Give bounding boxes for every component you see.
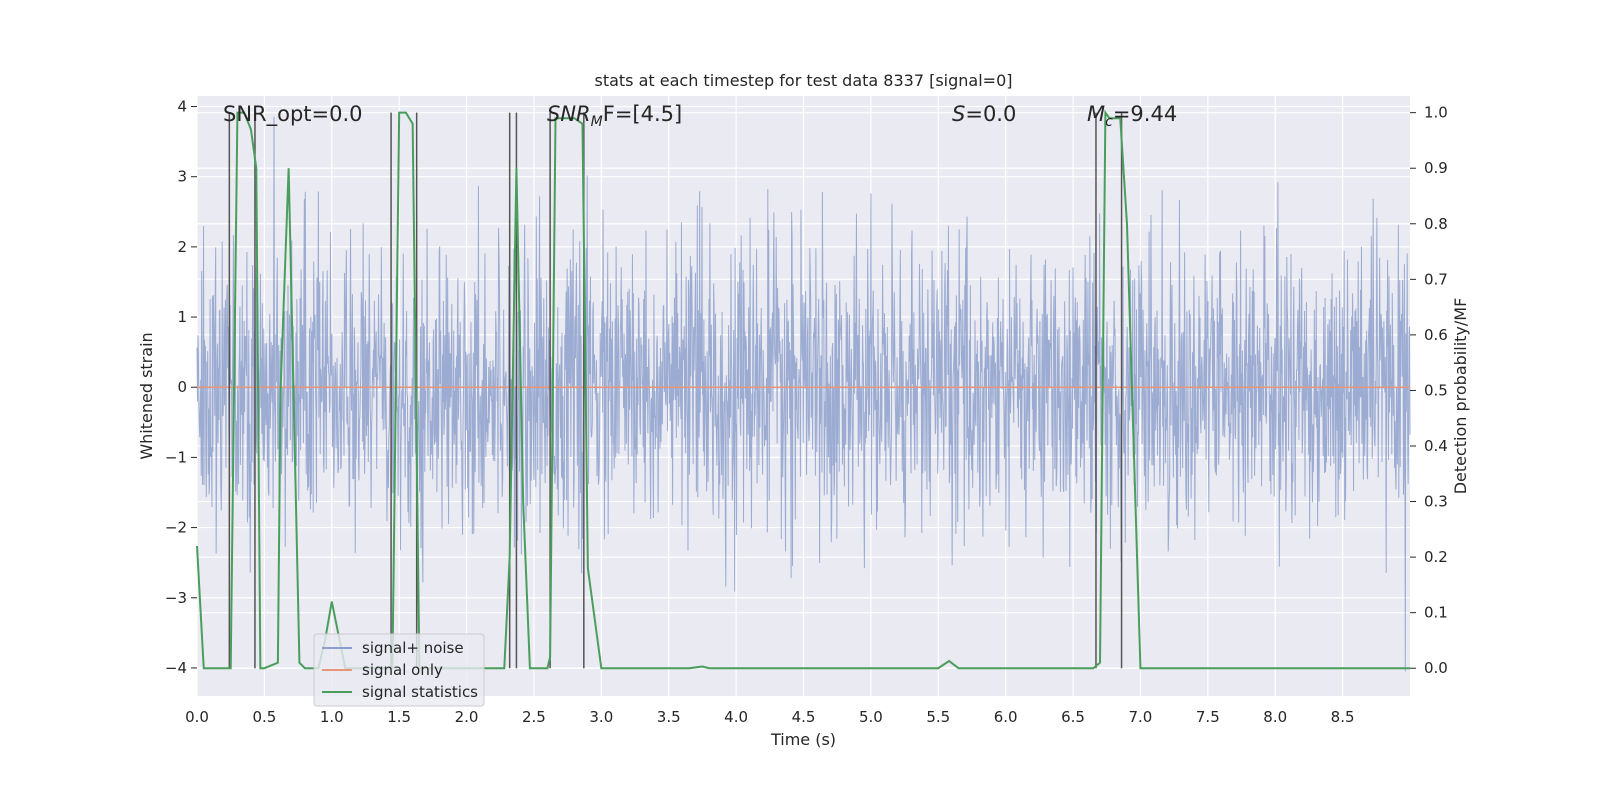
y-tick-label-right: 0.8 xyxy=(1424,215,1448,233)
y-tick-label-left: 0 xyxy=(177,378,187,396)
y-tick-label-left: −2 xyxy=(165,519,187,537)
annotation-s-rest: =0.0 xyxy=(965,102,1016,126)
y-axis-left-label: Whitened strain xyxy=(137,332,156,459)
x-tick-label: 3.0 xyxy=(589,708,613,726)
y-tick-label-left: 1 xyxy=(177,308,187,326)
legend-box xyxy=(313,633,485,707)
x-tick-label: 5.0 xyxy=(859,708,883,726)
y-tick-label-right: 0.7 xyxy=(1424,270,1448,288)
x-tick-label: 0.0 xyxy=(185,708,209,726)
y-tick-label-right: 0.6 xyxy=(1424,326,1448,344)
annotation-snr-mf-sub: M xyxy=(591,114,603,130)
annotation-s-value: S=0.0 xyxy=(952,102,1016,126)
annotation-mc-main: M xyxy=(1087,102,1105,126)
y-tick-label-left: −3 xyxy=(165,589,187,607)
annotation-mc-sub: c xyxy=(1105,114,1113,130)
annotation-mc-rest: =9.44 xyxy=(1113,102,1177,126)
x-tick-label: 4.5 xyxy=(792,708,816,726)
y-tick-label-right: 1.0 xyxy=(1424,104,1448,122)
annotation-chirp-mass: Mc=9.44 xyxy=(1087,102,1177,130)
series-signal-noise xyxy=(196,116,1411,672)
x-tick-label: 0.5 xyxy=(252,708,276,726)
y-tick-label-left: 2 xyxy=(177,238,187,256)
y-tick-label-right: 0.4 xyxy=(1424,437,1448,455)
x-tick-label: 5.5 xyxy=(926,708,950,726)
y-tick-label-right: 0.9 xyxy=(1424,159,1448,177)
y-axis-right-ticks: 0.0 0.1 0.2 0.3 0.4 0.5 0.6 0.7 0.8 0.9 1.0 xyxy=(1410,104,1448,677)
x-tick-label: 2.0 xyxy=(455,708,479,726)
x-tick-label: 7.5 xyxy=(1196,708,1220,726)
x-tick-label: 1.0 xyxy=(320,708,344,726)
annotation-snr-mf: SNRMF=[4.5] xyxy=(547,102,682,130)
series-signal-statistics xyxy=(196,109,1410,670)
legend-label-signal-noise: signal+ noise xyxy=(362,639,464,657)
y-tick-label-right: 0.2 xyxy=(1424,548,1448,566)
annotation-snr-mf-rest: F=[4.5] xyxy=(603,102,682,126)
y-tick-label-left: −1 xyxy=(165,448,187,466)
x-tick-label: 2.5 xyxy=(522,708,546,726)
x-tick-label: 3.5 xyxy=(657,708,681,726)
chart-title: stats at each timestep for test data 833… xyxy=(594,71,1012,90)
y-tick-label-left: 4 xyxy=(177,98,187,116)
y-tick-label-right: 0.1 xyxy=(1424,604,1448,622)
y-axis-right-label: Detection probability/MF xyxy=(1451,298,1470,495)
x-tick-label: 6.0 xyxy=(994,708,1018,726)
x-tick-label: 1.5 xyxy=(387,708,411,726)
annotation-snr-opt: SNR_opt=0.0 xyxy=(223,102,363,127)
x-axis-label: Time (s) xyxy=(770,730,836,749)
y-tick-label-right: 0.5 xyxy=(1424,381,1448,399)
annotation-snr-mf-main: SNR xyxy=(547,102,591,126)
y-tick-label-left: 3 xyxy=(177,168,187,186)
legend: signal+ noise signal only signal statist… xyxy=(313,633,485,707)
x-tick-label: 8.0 xyxy=(1263,708,1287,726)
x-tick-label: 8.5 xyxy=(1331,708,1355,726)
legend-label-signal-only: signal only xyxy=(362,661,443,679)
y-tick-label-left: −4 xyxy=(165,659,187,677)
plot-content xyxy=(196,109,1411,672)
y-axis-left-ticks: −4 −3 −2 −1 0 1 2 3 4 xyxy=(165,98,197,677)
annotation-s-main: S xyxy=(952,102,965,126)
y-tick-label-right: 0.0 xyxy=(1424,659,1448,677)
x-tick-label: 4.0 xyxy=(724,708,748,726)
legend-label-signal-statistics: signal statistics xyxy=(362,683,478,701)
x-tick-label: 7.0 xyxy=(1129,708,1153,726)
y-tick-label-right: 0.3 xyxy=(1424,493,1448,511)
x-axis-ticks: 0.0 0.5 1.0 1.5 2.0 2.5 3.0 3.5 4.0 4.5 5.0 5.5 6.0 6… xyxy=(185,708,1354,726)
x-tick-label: 6.5 xyxy=(1061,708,1085,726)
